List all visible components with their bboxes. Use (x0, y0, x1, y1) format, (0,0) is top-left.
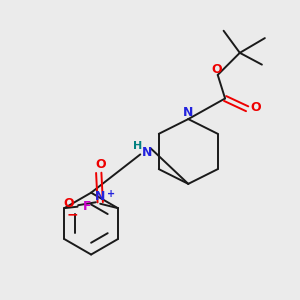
Text: O: O (250, 101, 261, 114)
Text: O: O (63, 197, 74, 210)
Text: F: F (83, 200, 91, 213)
Text: H: H (133, 141, 142, 151)
Text: O: O (211, 62, 222, 76)
Text: N: N (183, 106, 194, 119)
Text: N: N (95, 190, 105, 203)
Text: O: O (95, 158, 106, 171)
Text: +: + (107, 189, 115, 199)
Text: −: − (66, 208, 78, 222)
Text: N: N (142, 146, 152, 159)
